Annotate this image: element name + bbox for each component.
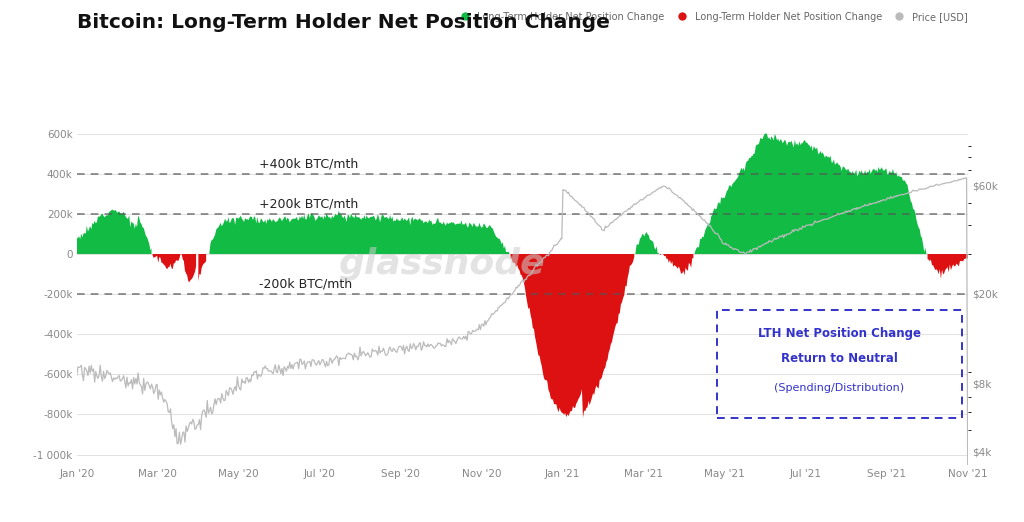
Text: LTH Net Position Change: LTH Net Position Change <box>758 327 921 340</box>
Text: (Spending/Distribution): (Spending/Distribution) <box>774 383 904 393</box>
Text: Return to Neutral: Return to Neutral <box>780 352 898 365</box>
Text: +400k BTC/mth: +400k BTC/mth <box>259 157 358 170</box>
Text: -200k BTC/mth: -200k BTC/mth <box>259 278 352 291</box>
Text: +200k BTC/mth: +200k BTC/mth <box>259 197 358 210</box>
Text: Bitcoin: Long-Term Holder Net Position Change: Bitcoin: Long-Term Holder Net Position C… <box>77 13 609 32</box>
Legend: Long-Term Holder Net Position Change, Long-Term Holder Net Position Change, Pric: Long-Term Holder Net Position Change, Lo… <box>451 8 972 26</box>
Text: glassnode: glassnode <box>338 247 545 281</box>
